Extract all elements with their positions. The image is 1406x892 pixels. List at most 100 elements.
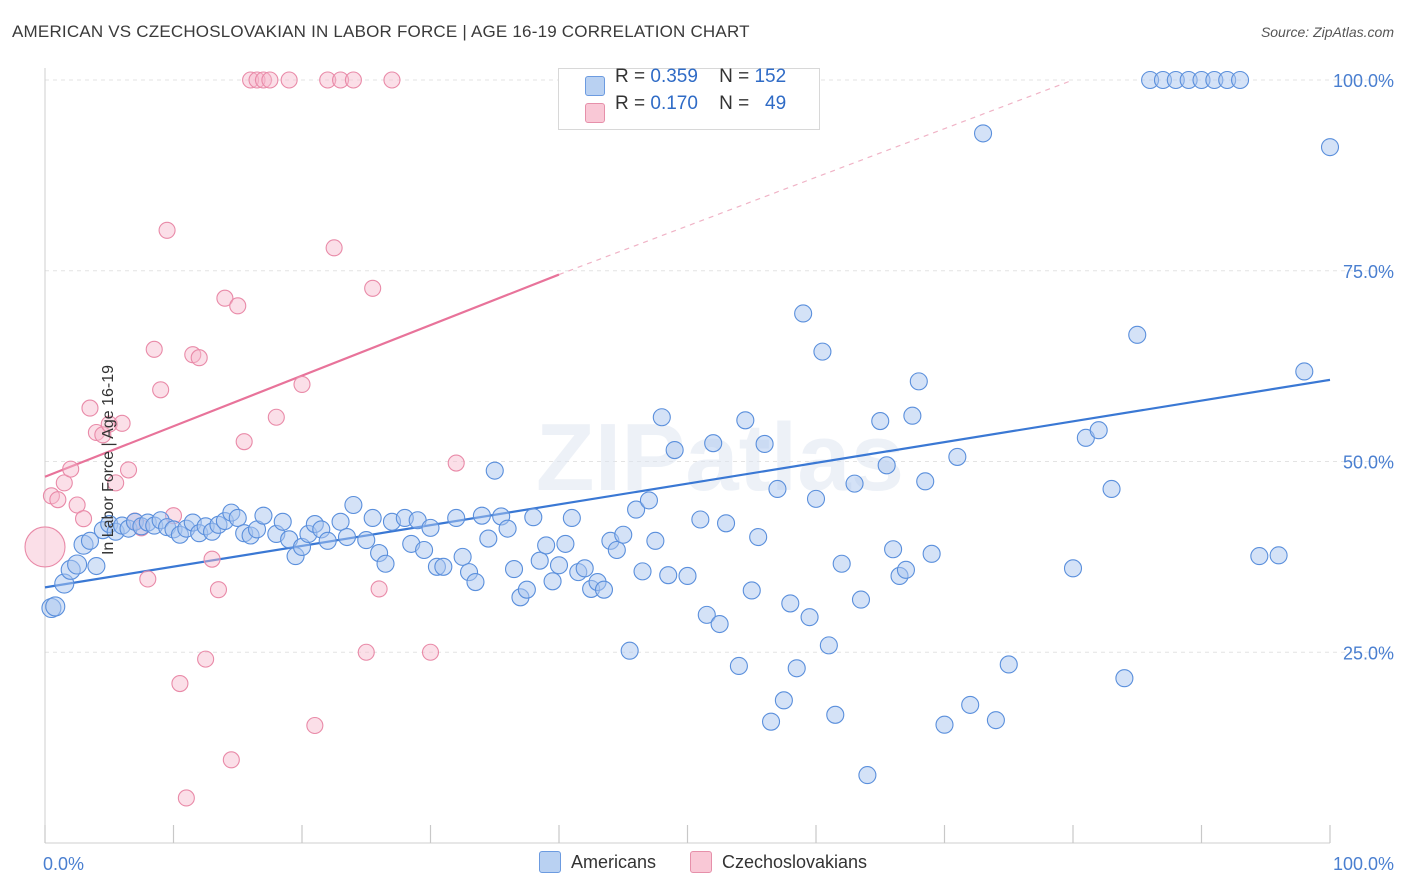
american-point: [607, 540, 626, 560]
american-point: [1250, 547, 1269, 566]
american-point: [639, 491, 659, 510]
czechoslovakian-point: [94, 426, 112, 444]
czechoslovakian-point: [49, 491, 67, 509]
czechoslovakian-point: [331, 71, 350, 89]
american-point: [67, 554, 88, 575]
czechoslovakian-point: [229, 297, 247, 315]
czechoslovakian-point: [325, 239, 343, 257]
american-point: [537, 536, 556, 555]
x-tick-label: 0.0%: [43, 854, 84, 874]
american-point: [504, 560, 524, 579]
czechoslovakian-point: [197, 650, 215, 668]
american-point: [961, 695, 980, 714]
american-point: [556, 534, 575, 553]
american-point: [1320, 138, 1340, 157]
legend-label-czechoslovakians: Czechoslovakians: [721, 851, 868, 872]
czechoslovakian-point: [171, 674, 189, 693]
american-point: [376, 554, 395, 573]
american-point: [472, 506, 491, 525]
czechoslovakian-point: [357, 643, 375, 661]
n-label: N =: [719, 66, 750, 87]
americans-swatch: [585, 76, 605, 96]
czechoslovakian-point: [306, 716, 324, 735]
american-point: [903, 406, 922, 425]
american-point: [922, 544, 941, 563]
y-tick-label: 100.0%: [1333, 71, 1394, 91]
american-point: [973, 124, 993, 143]
source-label: Source: ZipAtlas.com: [1260, 24, 1394, 40]
trend-lines: [44, 79, 1331, 589]
american-point: [1063, 559, 1083, 578]
american-point: [794, 304, 813, 323]
american-point: [627, 500, 646, 519]
american-point: [659, 566, 678, 585]
american-point: [935, 715, 954, 734]
czechoslovakian-point: [107, 474, 125, 492]
czechoslovakian-point: [87, 423, 105, 442]
american-point: [415, 540, 434, 560]
american-point: [787, 659, 806, 678]
american-point: [877, 456, 896, 475]
czechoslovakian-point: [152, 381, 170, 399]
stats-box: R = 0.359 N = 152 R = 0.170 N = 49: [558, 66, 820, 130]
american-point: [800, 608, 819, 627]
american-point: [768, 479, 787, 499]
czechoslovakian-point: [177, 789, 195, 807]
american-point: [549, 556, 569, 575]
czechoslovakian-point: [145, 340, 163, 358]
czechoslovakian-point: [447, 454, 465, 472]
czechoslovakian-point: [190, 349, 208, 367]
american-point: [1295, 362, 1314, 381]
czechoslovakian-point: [280, 71, 298, 89]
czechoslovakian-point: [267, 408, 285, 426]
czechoslovakians-swatch: [585, 103, 605, 123]
czechoslovakian-point: [242, 71, 260, 89]
y-tick-label: 50.0%: [1343, 453, 1394, 473]
czechoslovakians-trend-extension: [558, 79, 1074, 276]
czechoslovakians-legend-swatch: [689, 851, 712, 873]
legend-item-czechoslovakians[interactable]: Czechoslovakians: [689, 851, 868, 873]
american-point: [1269, 546, 1288, 565]
american-point: [498, 519, 517, 538]
american-point: [948, 447, 967, 466]
r-value: 0.359: [650, 66, 698, 87]
grid-lines: [45, 79, 1390, 653]
american-point: [781, 594, 800, 613]
american-point: [749, 527, 768, 547]
czechoslovakian-point: [62, 460, 80, 478]
american-point: [819, 636, 838, 655]
american-point: [331, 512, 350, 531]
american-point: [344, 495, 363, 515]
american-point: [716, 514, 736, 533]
czechoslovakian-point: [100, 415, 118, 433]
american-point: [485, 461, 504, 480]
n-label: N =: [719, 93, 750, 114]
american-point: [87, 556, 106, 576]
american-point: [633, 562, 652, 581]
czechoslovakian-point: [113, 414, 131, 432]
tick-labels: 25.0% 50.0% 75.0% 100.0% 0.0% 100.0%: [43, 71, 1394, 874]
axes: [44, 68, 1331, 844]
american-point: [774, 691, 793, 710]
czechoslovakian-point: [139, 570, 157, 588]
r-value: 0.170: [650, 93, 698, 114]
czechoslovakian-point: [319, 71, 337, 89]
czechoslovakian-point: [383, 71, 401, 89]
legend-item-americans[interactable]: Americans: [538, 851, 656, 873]
american-point: [530, 551, 549, 570]
american-point: [999, 655, 1018, 674]
american-point: [228, 508, 247, 528]
american-point: [896, 560, 916, 579]
americans-legend-swatch: [538, 851, 561, 873]
american-point: [761, 712, 781, 731]
american-point: [813, 342, 832, 361]
american-point: [363, 508, 382, 528]
american-point: [665, 441, 684, 460]
stats-text-czechoslovakians: R = 0.170 N = 49: [615, 93, 786, 115]
czechoslovakian-points: [24, 71, 465, 807]
czechoslovakian-point: [158, 221, 176, 239]
american-point: [729, 656, 748, 676]
american-points: [41, 70, 1340, 785]
american-point: [447, 508, 466, 528]
